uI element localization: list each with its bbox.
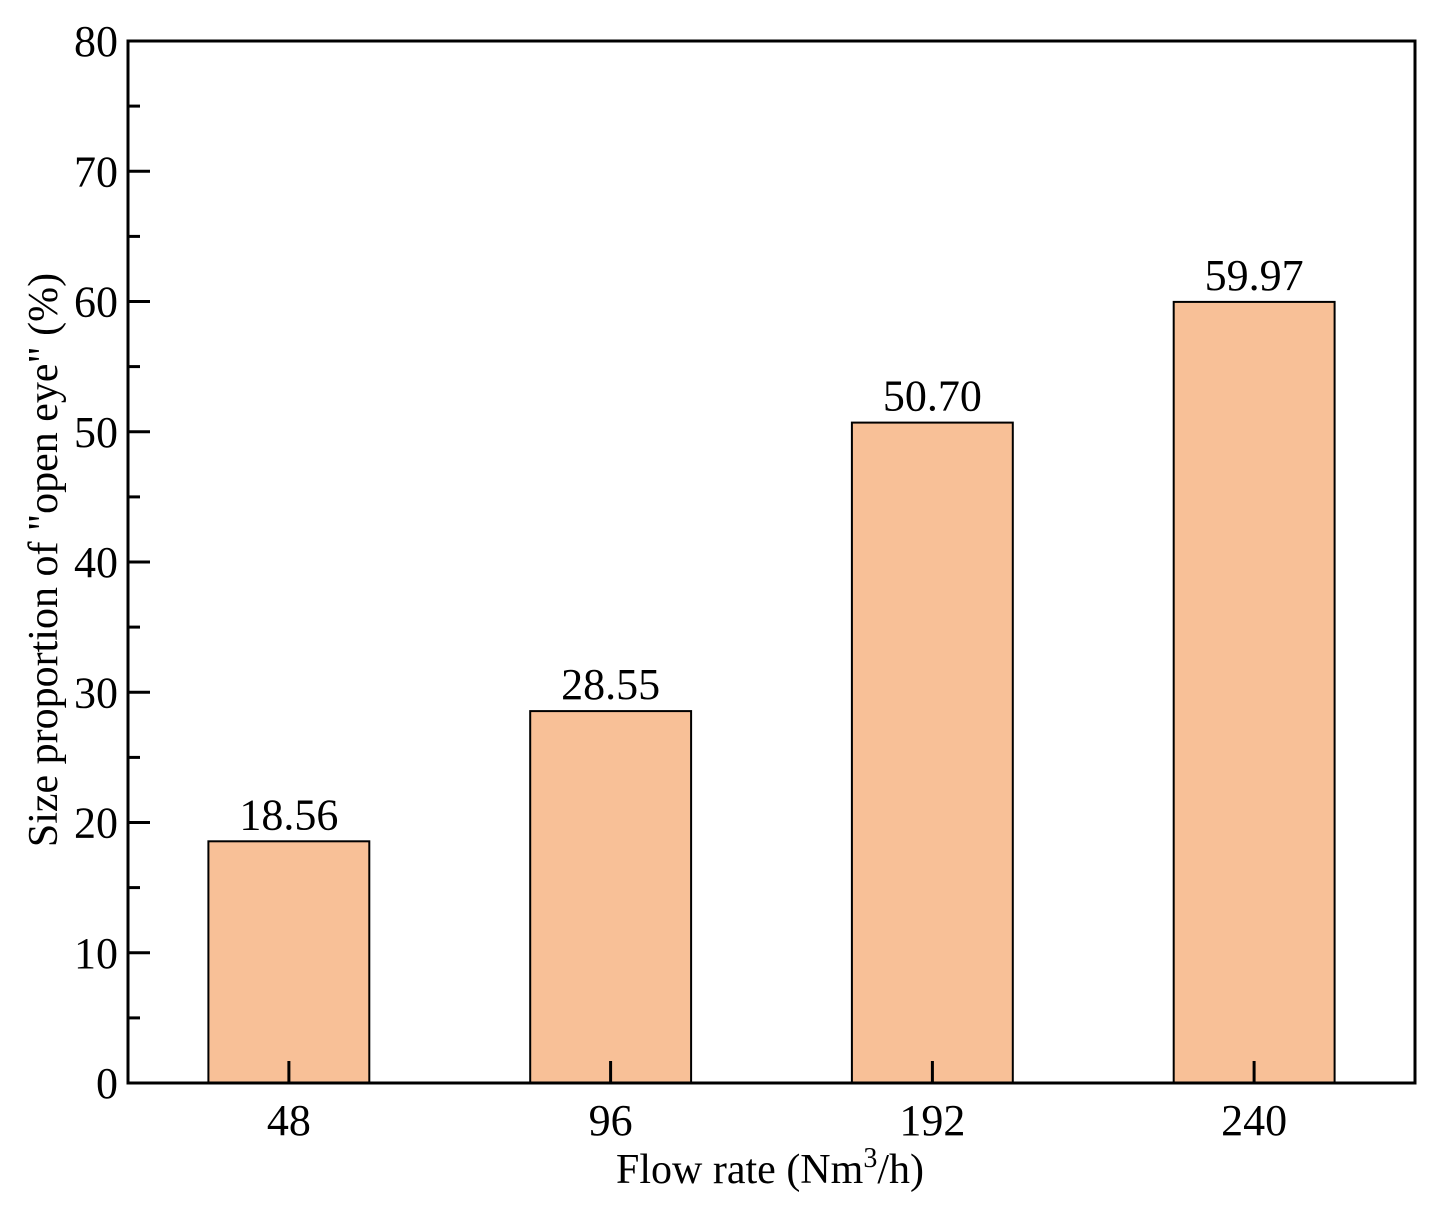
plot-frame xyxy=(126,39,1417,1085)
bar-96 xyxy=(529,710,693,1084)
plot-frame-group xyxy=(126,39,1417,1085)
bar-value-label-240: 59.97 xyxy=(1205,251,1304,300)
y-axis-ticks: 0 10 20 30 40 50 60 70 80 xyxy=(74,17,150,1108)
y-tick-label-50: 50 xyxy=(74,408,118,457)
x-tick-label-48: 48 xyxy=(267,1096,311,1145)
y-tick-label-80: 80 xyxy=(74,17,118,66)
y-tick-label-0: 0 xyxy=(96,1059,118,1108)
x-tick-label-96: 96 xyxy=(589,1096,633,1145)
bar-240 xyxy=(1172,300,1336,1084)
x-axis-title-superscript: 3 xyxy=(863,1143,877,1174)
y-tick-label-20: 20 xyxy=(74,799,118,848)
bar-value-label-192: 50.70 xyxy=(883,372,982,421)
x-axis-ticks: 48 96 192 240 xyxy=(267,1061,1287,1145)
bar-192 xyxy=(850,421,1014,1085)
bar-value-label-48: 18.56 xyxy=(239,790,338,839)
x-tick-label-192: 192 xyxy=(899,1096,965,1145)
bar-labels-group: 18.56 28.55 50.70 59.97 xyxy=(239,251,1303,839)
y-tick-label-30: 30 xyxy=(74,668,118,717)
bar-48 xyxy=(207,840,371,1084)
y-tick-label-40: 40 xyxy=(74,538,118,587)
bars-group xyxy=(207,300,1336,1085)
x-tick-label-240: 240 xyxy=(1221,1096,1287,1145)
y-axis-title: Size proportion of "open eye" (%) xyxy=(21,273,67,847)
y-tick-label-10: 10 xyxy=(74,929,118,978)
x-axis-title-prefix: Flow rate (Nm xyxy=(616,1147,864,1193)
x-axis-title-suffix: /h) xyxy=(877,1147,924,1193)
y-tick-label-60: 60 xyxy=(74,278,118,327)
x-axis-title: Flow rate (Nm3/h) xyxy=(616,1143,924,1193)
bar-value-label-96: 28.55 xyxy=(561,660,660,709)
y-tick-label-70: 70 xyxy=(74,147,118,196)
